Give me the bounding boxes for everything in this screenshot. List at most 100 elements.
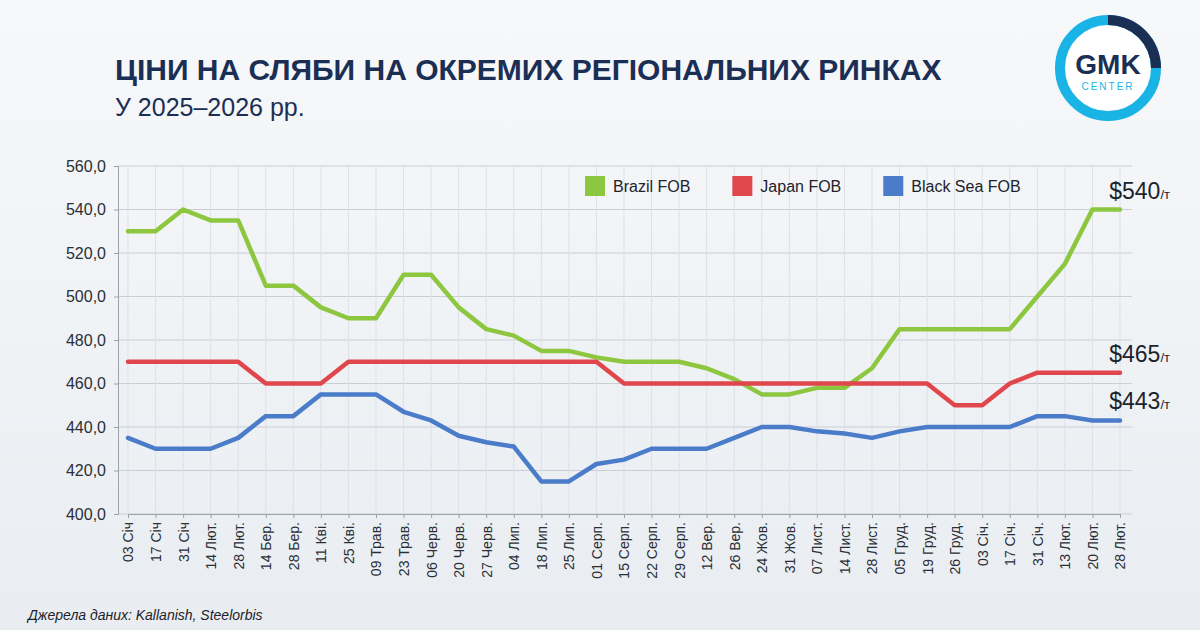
x-tick-label: 07 Лист. xyxy=(809,522,825,574)
x-tick-mark xyxy=(514,514,515,518)
x-tick-mark xyxy=(817,514,818,518)
x-tick-label: 14 Лют. xyxy=(203,522,219,570)
x-tick: 19 Груд. xyxy=(920,514,936,574)
x-tick: 15 Серп. xyxy=(616,514,632,579)
x-tick-label: 25 Кві. xyxy=(341,522,357,564)
grid-line-x xyxy=(679,166,680,514)
x-tick-label: 28 Лют. xyxy=(231,522,247,570)
end-label: $443/т xyxy=(1109,388,1170,414)
x-tick-mark xyxy=(1120,514,1121,518)
x-tick: 20 Лют. xyxy=(1085,514,1101,570)
y-tick: 560,0 xyxy=(66,158,118,175)
x-tick: 28 Лют. xyxy=(231,514,247,570)
end-label-value: $540 xyxy=(1109,178,1160,204)
y-tick-mark xyxy=(114,471,118,472)
y-tick: 500,0 xyxy=(66,288,118,305)
y-tick-label: 480,0 xyxy=(66,332,106,349)
grid-line-x xyxy=(513,166,514,514)
x-tick: 04 Лип. xyxy=(506,514,522,570)
x-tick-mark xyxy=(927,514,928,518)
source: Джерела даних: Kallanish, Steelorbis xyxy=(26,607,263,623)
grid-line-x xyxy=(541,166,542,514)
x-tick-mark xyxy=(596,514,597,518)
x-tick: 09 Трав. xyxy=(368,514,384,576)
grid-line-x xyxy=(872,166,873,514)
grid-line-y xyxy=(118,209,1132,210)
grid-line-x xyxy=(761,166,762,514)
x-tick-label: 09 Трав. xyxy=(368,522,384,576)
y-tick: 540,0 xyxy=(66,201,118,218)
x-tick-mark xyxy=(348,514,349,518)
x-tick-label: 12 Вер. xyxy=(699,522,715,570)
grid-line-y xyxy=(118,296,1132,297)
x-tick-label: 04 Лип. xyxy=(506,522,522,570)
x-tick: 17 Січ. xyxy=(1002,514,1018,566)
x-tick-mark xyxy=(1010,514,1011,518)
x-tick-label: 13 Лют. xyxy=(1057,522,1073,570)
grid-line-x xyxy=(844,166,845,514)
y-tick-label: 540,0 xyxy=(66,201,106,218)
y-axis: 400,0420,0440,0460,0480,0500,0520,0540,0… xyxy=(66,158,119,523)
y-tick-mark xyxy=(114,253,118,254)
x-tick-label: 23 Трав. xyxy=(396,522,412,576)
x-tick: 14 Лист. xyxy=(837,514,853,574)
logo: GMKCENTER xyxy=(1060,15,1161,116)
grid-line-x xyxy=(458,166,459,514)
x-tick-label: 25 Лип. xyxy=(561,522,577,570)
y-tick: 420,0 xyxy=(66,462,118,479)
x-tick-label: 31 Січ. xyxy=(1030,522,1046,566)
y-tick-mark xyxy=(114,384,118,385)
lines xyxy=(128,210,1120,482)
y-tick-label: 500,0 xyxy=(66,288,106,305)
grid-line-x xyxy=(265,166,266,514)
x-tick: 28 Бер. xyxy=(286,514,302,570)
y-tick-mark xyxy=(114,514,118,515)
annotations: $540/т$465/т$443/т xyxy=(1109,178,1170,415)
y-tick-label: 400,0 xyxy=(66,506,106,523)
legend-label: Black Sea FOB xyxy=(911,178,1020,195)
x-tick-mark xyxy=(541,514,542,518)
x-tick: 27 Черв. xyxy=(479,514,495,578)
x-tick-mark xyxy=(679,514,680,518)
x-tick-mark xyxy=(211,514,212,518)
grid-line-x xyxy=(651,166,652,514)
grid-line-x xyxy=(816,166,817,514)
y-tick: 480,0 xyxy=(66,332,118,349)
grid-line-x xyxy=(982,166,983,514)
series-line xyxy=(128,394,1120,481)
x-tick-mark xyxy=(707,514,708,518)
x-tick-label: 20 Черв. xyxy=(451,522,467,578)
y-tick-label: 520,0 xyxy=(66,245,106,262)
grid-line-y xyxy=(118,340,1132,341)
x-tick-mark xyxy=(762,514,763,518)
x-tick: 22 Серп. xyxy=(644,514,660,579)
grid-line-x xyxy=(293,166,294,514)
x-tick-mark xyxy=(1037,514,1038,518)
chart: 400,0420,0440,0460,0480,0500,0520,0540,0… xyxy=(0,0,1200,630)
end-label-unit: /т xyxy=(1160,350,1170,365)
x-tick-mark xyxy=(459,514,460,518)
x-tick-mark xyxy=(872,514,873,518)
y-tick: 520,0 xyxy=(66,245,118,262)
x-axis: 03 Січ17 Січ31 Січ14 Лют.28 Лют.14 Бер.2… xyxy=(120,514,1128,579)
logo-subtext: CENTER xyxy=(1081,81,1134,92)
x-tick-mark xyxy=(624,514,625,518)
end-label: $465/т xyxy=(1109,341,1170,367)
grid-line-x xyxy=(789,166,790,514)
series-line xyxy=(128,210,1120,395)
x-tick-label: 06 Черв. xyxy=(424,522,440,578)
x-tick-mark xyxy=(266,514,267,518)
end-label-value: $465 xyxy=(1109,341,1160,367)
x-tick-mark xyxy=(293,514,294,518)
legend-swatch xyxy=(732,176,752,196)
end-label-unit: /т xyxy=(1160,397,1170,412)
grid-line-y xyxy=(118,166,1132,167)
x-tick-mark xyxy=(431,514,432,518)
end-label: $540/т xyxy=(1109,178,1170,204)
grid-line-y xyxy=(118,253,1132,254)
x-tick: 03 Січ. xyxy=(975,514,991,566)
x-tick-label: 26 Груд. xyxy=(947,522,963,574)
x-tick: 14 Бер. xyxy=(258,514,274,570)
x-tick: 31 Січ. xyxy=(1030,514,1046,566)
grid xyxy=(118,166,1132,514)
